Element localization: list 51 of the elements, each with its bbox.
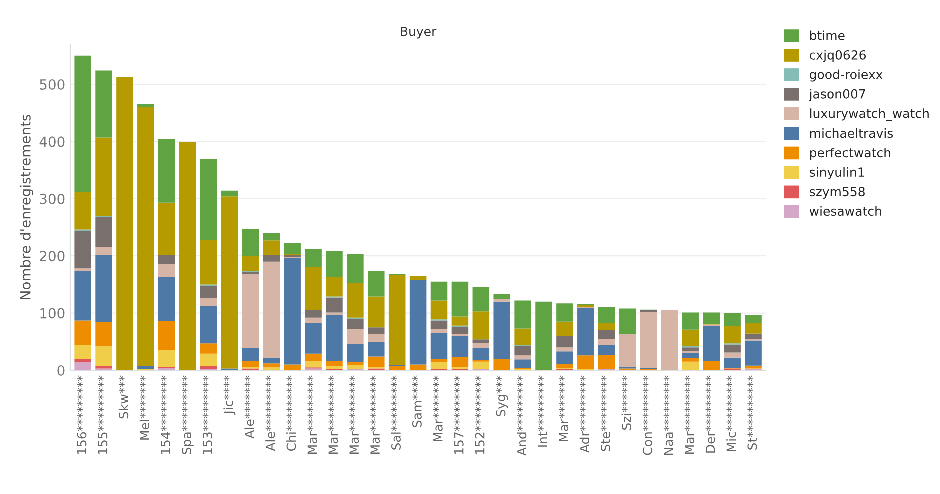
x-tick-label: St********** (748, 376, 758, 450)
x-tick-label: Mar********* (308, 376, 318, 454)
y-tick-label: 200 (40, 251, 65, 262)
legend-label: luxurywatch_watch (810, 108, 929, 122)
x-tick-label: Mar********* (350, 376, 360, 454)
x-tick-label: Spa********* (182, 376, 194, 454)
x-tick-label: Mar******* (559, 376, 569, 442)
x-tick-label: Int********* (538, 376, 548, 447)
x-tick-label: Sam**** (412, 376, 422, 428)
y-tick-label: 500 (40, 79, 65, 90)
x-tick-label: Ste********* (601, 376, 610, 452)
x-tick-label: Skw*** (118, 376, 129, 419)
legend-label: btime (810, 30, 845, 40)
legend-label: wiesawatch (810, 206, 882, 216)
x-tick-label: Ale******* (244, 376, 254, 439)
x-tick-label: Mar******* (433, 376, 443, 442)
x-tick-label: Con********* (642, 376, 652, 456)
y-tick-label: 100 (40, 308, 65, 319)
x-tick-label: 155********* (98, 376, 108, 454)
legend-label: michaeltravis (810, 128, 894, 138)
legend-label: good-roiexx (810, 70, 883, 82)
x-tick-label: Der********* (706, 376, 716, 453)
x-tick-label: Mar********* (328, 376, 338, 454)
x-tick-label: Sal********* (391, 376, 401, 450)
x-tick-label: Mar********* (684, 376, 694, 454)
legend-label: jason007 (809, 89, 866, 102)
x-tick-label: Syg*** (496, 376, 508, 417)
y-tick-label: 300 (40, 194, 65, 204)
legend-label: sinyulin1 (810, 167, 864, 180)
x-tick-label: Mar********* (370, 376, 380, 454)
x-tick-label: 153********* (202, 376, 212, 454)
x-tick-label: Naa********* (664, 376, 674, 456)
x-tick-label: 156********* (77, 376, 87, 454)
y-axis-title: Nombre d'enregistrements (20, 114, 34, 300)
x-tick-label: Szi****** (622, 376, 632, 430)
x-tick-label: Ale********* (266, 376, 276, 452)
y-tick-label: 0 (58, 365, 65, 376)
legend-label: cxjq0626 (810, 50, 866, 62)
x-tick-label: Jic**** (224, 376, 236, 416)
x-tick-label: Chi********* (286, 376, 296, 452)
x-tick-label: 157********* (454, 376, 464, 454)
x-tick-label: Mel******* (140, 376, 150, 440)
x-tick-label: 152********* (475, 376, 485, 454)
x-tick-label: And********* (517, 376, 527, 456)
x-tick-label: Mic********* (726, 376, 736, 452)
y-tick-label: 400 (40, 136, 65, 148)
legend-label: szym558 (810, 187, 865, 199)
legend-label: perfectwatch (810, 148, 890, 160)
chart-title: Buyer (401, 27, 437, 39)
x-tick-label: 154********* (161, 376, 171, 454)
x-tick-label: Adr********* (580, 376, 590, 453)
